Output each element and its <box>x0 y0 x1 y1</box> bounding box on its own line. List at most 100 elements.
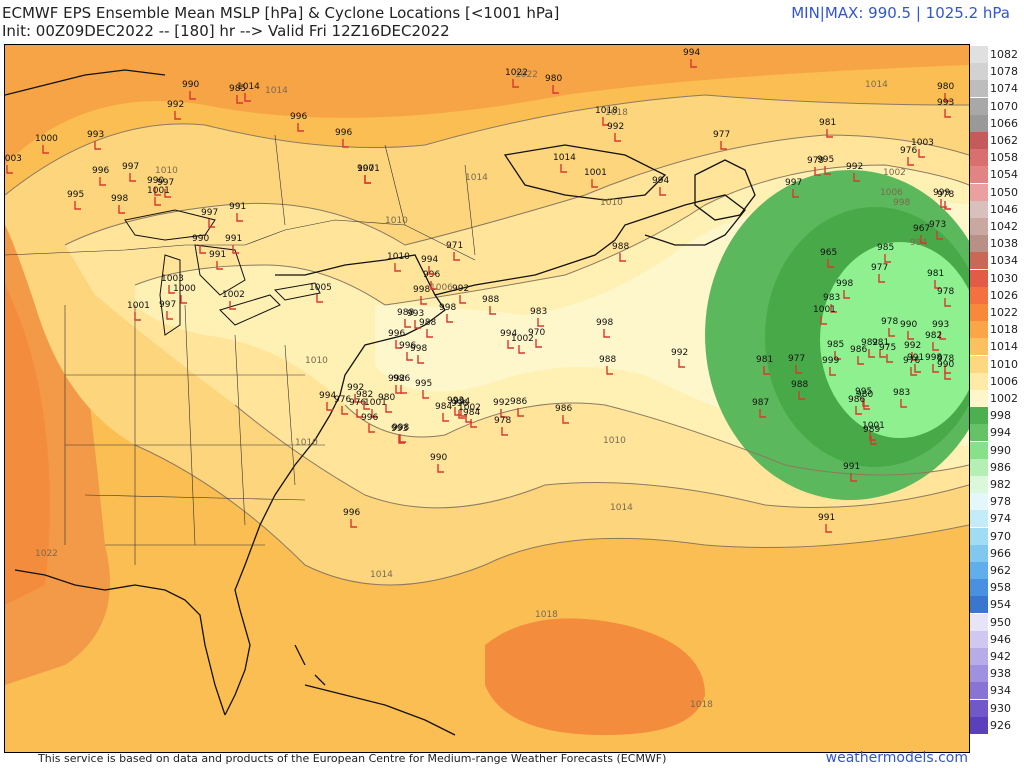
cyclone-l-icon <box>944 93 951 102</box>
colorbar-step: 1054 <box>968 166 1024 184</box>
cyclone-marker: 988 <box>791 380 808 400</box>
colorbar-label: 1066 <box>990 116 1018 130</box>
cyclone-l-icon <box>537 318 544 327</box>
colorbar-label: 954 <box>990 598 1011 612</box>
cyclone-l-icon <box>470 419 477 428</box>
cyclone-l-icon <box>134 312 141 321</box>
cyclone-pressure-label: 979 <box>807 156 824 166</box>
cyclone-marker: 994 <box>500 329 517 349</box>
cyclone-l-icon <box>154 197 161 206</box>
isobar-label: 1014 <box>370 570 393 580</box>
cyclone-marker: 996 <box>399 341 416 361</box>
cyclone-pressure-label: 976 <box>349 398 366 408</box>
cyclone-pressure-label: 984 <box>435 402 452 412</box>
cyclone-pressure-label: 992 <box>493 398 510 408</box>
colorbar-swatch <box>970 114 988 132</box>
cyclone-l-icon <box>827 259 834 268</box>
colorbar-step: 1038 <box>968 235 1024 253</box>
cyclone-marker: 992 <box>904 341 921 361</box>
cyclone-pressure-label: 985 <box>229 84 246 94</box>
coast-canada-maritimes <box>434 194 746 296</box>
cyclone-l-icon <box>385 404 392 413</box>
cyclone-l-icon <box>690 59 697 68</box>
cyclone-pressure-label: 1002 <box>511 334 534 344</box>
colorbar-step: 962 <box>968 562 1024 579</box>
cyclone-l-icon <box>944 371 951 380</box>
cyclone-l-icon <box>603 329 610 338</box>
cyclone-marker: 993 <box>391 424 408 444</box>
cyclone-pressure-label: 988 <box>482 295 499 305</box>
cyclone-marker: 1001 <box>147 186 170 206</box>
cyclone-marker: 981 <box>819 118 836 138</box>
colorbar-step: 1078 <box>968 63 1024 81</box>
cyclone-markers: 9949801022980101499099298599699610189931… <box>5 48 954 533</box>
cyclone-pressure-label: 982 <box>861 338 878 348</box>
cyclone-pressure-label: 993 <box>447 396 464 406</box>
ecmwf-credit: This service is based on data and produc… <box>38 752 667 765</box>
cyclone-pressure-label: 999 <box>822 356 839 366</box>
colorbar-label: 982 <box>990 478 1011 491</box>
cyclone-pressure-label: 983 <box>530 307 547 317</box>
cyclone-pressure-label: 995 <box>855 387 872 397</box>
cyclone-marker: 998 <box>413 285 430 305</box>
colorbar-label: 998 <box>990 409 1011 423</box>
cyclone-pressure-label: 994 <box>453 397 470 407</box>
cyclone-pressure-label: 998 <box>439 303 456 313</box>
cyclone-pressure-label: 993 <box>937 98 954 108</box>
cyclone-pressure-label: 1001 <box>364 398 387 408</box>
colorbar-step: 1042 <box>968 218 1024 235</box>
colorbar-swatch <box>970 321 988 339</box>
cyclone-marker: 980 <box>856 390 873 410</box>
cyclone-l-icon <box>189 91 196 100</box>
cyclone-l-icon <box>501 427 508 436</box>
cyclone-marker: 1001 <box>862 421 885 441</box>
cyclone-marker: 984 <box>463 408 480 428</box>
colorbar-label: 1014 <box>990 340 1018 354</box>
chart-title: ECMWF EPS Ensemble Mean MSLP [hPa] & Cyc… <box>2 4 560 22</box>
cyclone-marker: 994 <box>652 176 669 196</box>
cyclone-pressure-label: 1014 <box>553 153 576 163</box>
cyclone-pressure-label: 977 <box>713 130 730 140</box>
isobar-1006-south <box>344 402 969 476</box>
colorbar-step: 1006 <box>968 372 1024 390</box>
cyclone-l-icon <box>417 355 424 364</box>
colorbar-label: 942 <box>990 650 1011 663</box>
cyclone-pressure-label: 981 <box>756 355 773 365</box>
cyclone-pressure-label: 993 <box>391 424 408 434</box>
cyclone-pressure-label: 983 <box>823 293 840 303</box>
cyclone-pressure-label: 998 <box>413 285 430 295</box>
colorbar-label: 1022 <box>990 306 1018 319</box>
brand-link[interactable]: weathermodels.com <box>825 750 968 766</box>
colorbar-label: 1070 <box>990 99 1018 113</box>
cyclone-l-icon <box>297 123 304 132</box>
colorbar-step: 1062 <box>968 132 1024 149</box>
cyclone-marker: 967 <box>913 224 930 244</box>
cyclone-pressure-label: 980 <box>856 390 873 400</box>
cyclone-marker: 998 <box>925 353 942 373</box>
cyclone-l-icon <box>398 435 405 444</box>
cyclone-l-icon <box>869 432 876 441</box>
cyclone-marker: 978 <box>937 287 954 307</box>
cyclone-pressure-label: 1018 <box>595 106 618 116</box>
colorbar-label: 970 <box>990 529 1011 543</box>
cyclone-marker: 996 <box>388 329 405 349</box>
cyclone-l-icon <box>932 342 939 351</box>
cyclone-l-icon <box>350 519 357 528</box>
cyclone-marker: 1003 <box>911 138 934 158</box>
cyclone-marker: 1001 <box>357 164 380 184</box>
cyclone-l-icon <box>834 351 841 360</box>
cyclone-l-icon <box>414 320 421 329</box>
cyclone-l-icon <box>442 413 449 422</box>
cyclone-l-icon <box>395 385 402 394</box>
cyclone-pressure-label: 996 <box>92 166 109 176</box>
cyclone-marker: 1014 <box>553 153 576 173</box>
cyclone-l-icon <box>907 157 914 166</box>
cyclone-l-icon <box>74 201 81 210</box>
cyclone-l-icon <box>870 436 877 445</box>
cyclone-marker: 980 <box>937 82 954 102</box>
cyclone-marker: 973 <box>929 220 946 240</box>
cyclone-l-icon <box>489 306 496 315</box>
cyclone-l-icon <box>678 359 685 368</box>
cyclone-pressure-label: 998 <box>410 344 427 354</box>
isobar-label: 1006 <box>430 283 453 293</box>
